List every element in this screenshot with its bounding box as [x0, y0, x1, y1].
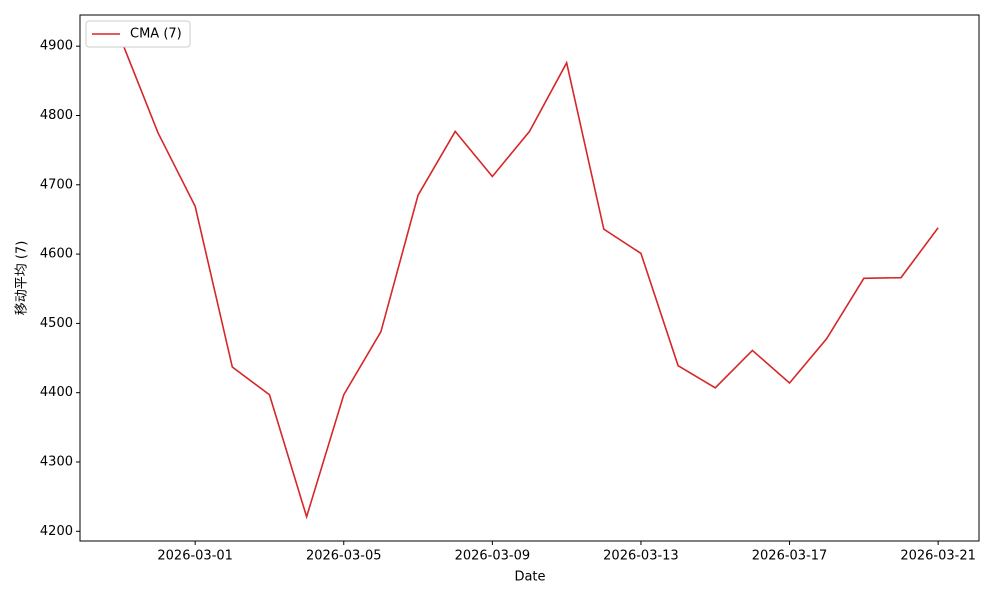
x-tick-label: 2026-03-13	[603, 549, 679, 564]
legend-label: CMA (7)	[130, 27, 182, 42]
y-tick-label: 4800	[40, 108, 73, 123]
x-tick-label: 2026-03-09	[455, 549, 531, 564]
y-tick-label: 4700	[40, 177, 73, 192]
x-axis-label: Date	[514, 570, 545, 585]
x-tick-label: 2026-03-17	[752, 549, 828, 564]
y-tick-label: 4900	[40, 39, 73, 54]
legend-box	[85, 20, 191, 48]
y-tick-label: 4500	[40, 316, 73, 331]
line	[120, 38, 939, 520]
y-axis-label: 移动平均 (7)	[15, 241, 30, 316]
x-tick-label: 2026-03-01	[157, 549, 233, 564]
x-tick-label: 2026-03-21	[900, 549, 976, 564]
plot-frame	[79, 14, 980, 542]
x-tick-label: 2026-03-05	[306, 549, 382, 564]
y-tick-label: 4300	[40, 454, 73, 469]
y-tick-label: 4400	[40, 385, 73, 400]
y-tick-label: 4600	[40, 247, 73, 262]
y-tick-label: 4200	[40, 524, 73, 539]
